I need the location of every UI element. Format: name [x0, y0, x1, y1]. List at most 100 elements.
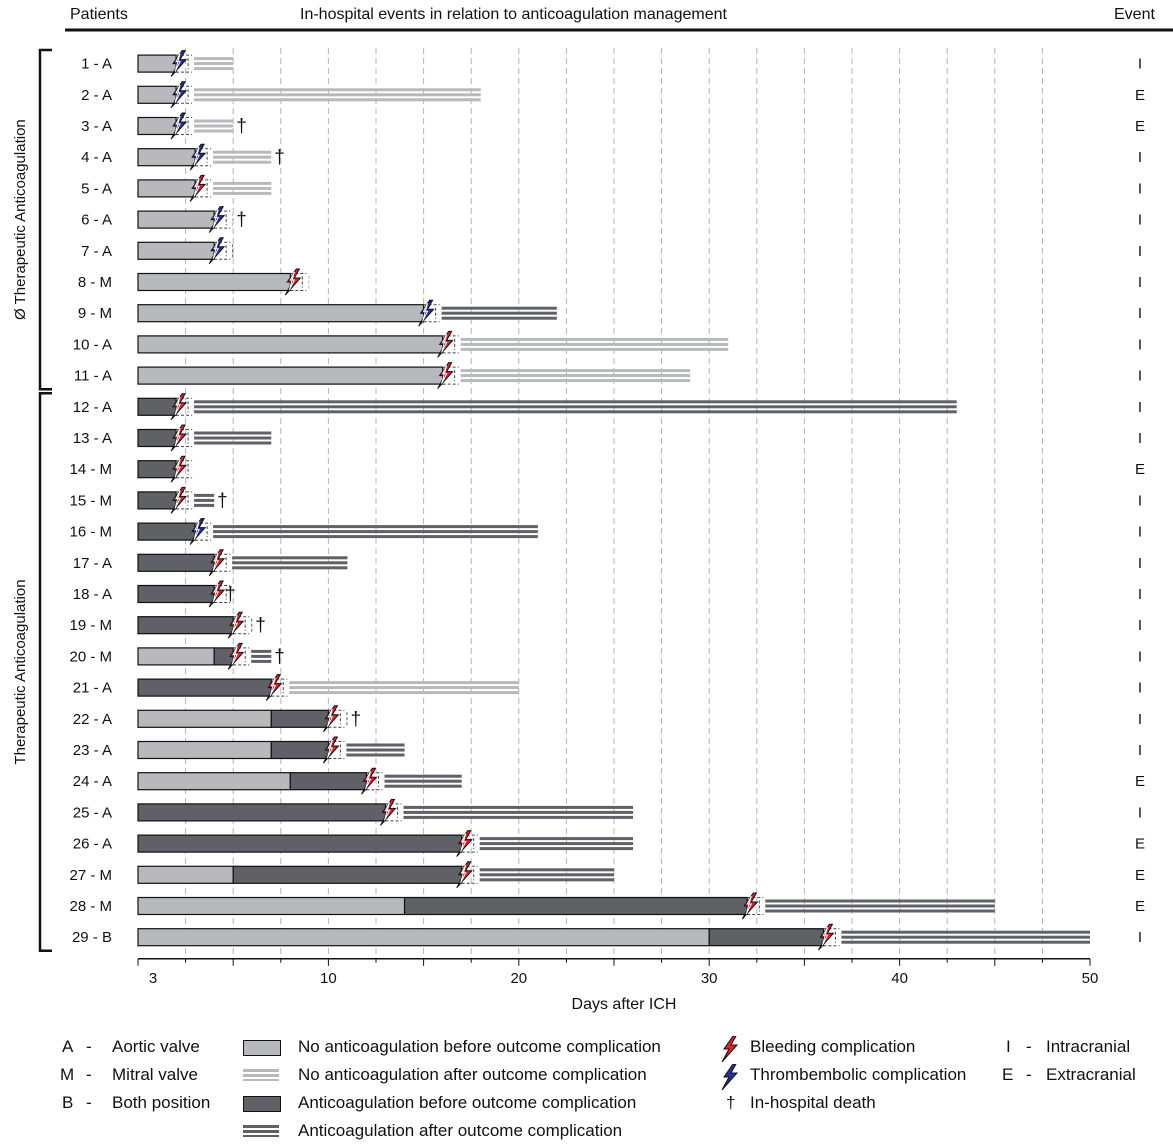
legend-dash: -	[86, 1037, 92, 1056]
death-dagger: †	[236, 116, 247, 137]
legend-event-label: Extracranial	[1046, 1065, 1136, 1084]
ac-after-line	[479, 842, 634, 846]
bleeding-bolt-icon	[437, 362, 454, 389]
ac-before-bar	[137, 553, 215, 572]
bolt-highlight	[174, 490, 181, 509]
patient-label: 20 - M	[69, 648, 112, 665]
ac-before-bar	[137, 616, 234, 635]
bolt-highlight	[422, 302, 429, 322]
dagger-icon: †	[726, 1093, 736, 1112]
ac-after-line	[251, 649, 272, 653]
event-code: E	[1135, 773, 1145, 790]
bolt-highlight	[231, 646, 239, 665]
patient-label: 28 - M	[69, 898, 112, 915]
ac-after-line	[213, 525, 538, 529]
ac-after-line	[403, 815, 634, 819]
no-ac-after-line	[194, 98, 481, 102]
bolt-highlight	[326, 708, 334, 728]
legend-dash: -	[86, 1093, 92, 1112]
bolt-highlight	[384, 802, 391, 821]
ac-after-line	[251, 654, 272, 658]
ac-after-line	[213, 530, 538, 534]
thrombo-bolt-icon	[208, 237, 226, 265]
bolt-highlight	[212, 209, 219, 228]
x-tick-label: 10	[320, 970, 337, 987]
bolt-highlight	[174, 396, 181, 416]
no-ac-after-line	[460, 342, 729, 346]
event-code: I	[1138, 617, 1142, 634]
patient-label: 10 - A	[73, 336, 112, 353]
legend-ac-before: Anticoagulation before outcome complicat…	[298, 1093, 637, 1112]
thrombo-bolt-icon	[721, 1064, 739, 1090]
x-tick-label: 30	[701, 970, 718, 987]
bleeding-bolt-icon	[265, 674, 283, 701]
bolt-highlight	[174, 84, 181, 104]
no-ac-after-line	[460, 369, 691, 373]
patient-label: 13 - A	[73, 430, 112, 447]
no-ac-after-line	[232, 218, 234, 222]
patient-label: 9 - M	[78, 305, 112, 322]
patient-label: 5 - A	[81, 180, 112, 197]
event-code: E	[1135, 118, 1145, 135]
no-ac-after-line	[213, 150, 272, 154]
legend-swatch-no-ac-before	[243, 1040, 281, 1056]
ac-after-line	[232, 254, 234, 258]
ac-after-line	[232, 249, 234, 253]
legend-swatch-ac-before	[243, 1096, 281, 1112]
legend-death: In-hospital death	[750, 1093, 876, 1112]
ac-after-line	[441, 306, 557, 310]
ac-before-bar	[137, 803, 387, 822]
no-ac-after-line	[308, 285, 310, 289]
patient-label: 23 - A	[73, 742, 112, 759]
bleeding-bolt-icon	[227, 611, 245, 639]
bolt-highlight	[212, 583, 219, 603]
no-ac-after-line	[213, 186, 272, 190]
ac-after-line	[479, 868, 614, 872]
ac-after-line	[194, 441, 272, 445]
patient-label: 26 - A	[73, 836, 112, 853]
ac-after-line	[765, 904, 995, 908]
ac-before-bar	[137, 834, 463, 853]
no-ac-after-line	[194, 88, 481, 92]
legend-valve-label: Mitral valve	[112, 1065, 198, 1084]
no-ac-after-line	[194, 124, 234, 128]
legend-swatch-ac-after	[243, 1125, 279, 1137]
gantt-chart: 3 10 20 30 40 50 Days after ICH Ø Therapeutic A…	[12, 28, 1173, 1013]
bleeding-bolt-icon	[208, 580, 226, 608]
bleeding-bolt-icon	[227, 642, 245, 670]
ac-after-line	[346, 722, 348, 726]
legend-valve-m: M - Mitral valve	[60, 1064, 198, 1086]
event-code: I	[1138, 56, 1142, 73]
no-ac-after-line	[289, 691, 519, 695]
ac-after-line	[346, 753, 405, 757]
event-code: I	[1138, 212, 1142, 229]
no-ac-before-bar	[137, 116, 177, 136]
thrombo-bolt-icon	[189, 143, 207, 171]
ac-after-line	[213, 535, 538, 539]
no-ac-after-line	[194, 67, 234, 71]
no-ac-after-line	[460, 337, 729, 341]
legend-valve-code: B	[62, 1093, 74, 1112]
x-axis-label: Days after ICH	[572, 996, 677, 1013]
death-dagger: †	[225, 584, 236, 605]
bleeding-bolt-icon	[322, 736, 340, 764]
ac-before-bar	[137, 428, 177, 448]
event-code: E	[1135, 461, 1145, 478]
ac-before-bar	[289, 772, 368, 791]
bleeding-bolt-icon	[380, 798, 397, 826]
ac-before-bar	[270, 740, 329, 760]
ac-before-bar	[137, 460, 177, 479]
patient-label: 18 - A	[73, 586, 112, 603]
no-ac-before-bar	[137, 304, 425, 323]
no-ac-before-bar	[137, 928, 710, 947]
bolt-highlight	[821, 926, 829, 946]
no-ac-before-bar	[137, 896, 406, 916]
ac-after-line	[232, 244, 234, 248]
legend-event-label: Intracranial	[1046, 1037, 1131, 1056]
legend-dash: -	[1026, 1065, 1032, 1084]
event-code: I	[1138, 305, 1142, 322]
ac-after-line	[232, 561, 348, 565]
patient-label: 22 - A	[73, 711, 112, 728]
event-code: I	[1138, 680, 1142, 697]
